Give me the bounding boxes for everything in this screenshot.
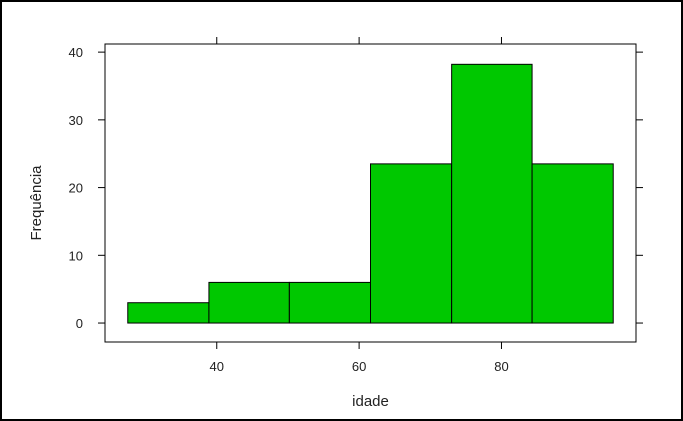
y-tick-label-20: 20 [69, 181, 83, 196]
y-axis-title: Frequência [28, 165, 45, 241]
y-tick-label-10: 10 [69, 248, 83, 263]
histogram-bar-2 [208, 281, 290, 324]
axis-tick-labels: 40 60 80 0 10 20 30 40 [69, 45, 509, 374]
histogram-bar-5 [451, 63, 533, 324]
histogram-bar-3 [288, 281, 371, 324]
plot-panel [104, 43, 637, 343]
y-tick-label-30: 30 [69, 113, 83, 128]
y-tick-label-0: 0 [76, 316, 83, 331]
x-axis-title: idade [352, 393, 389, 410]
axis-ticks [98, 37, 643, 349]
histogram-bar-1 [127, 302, 210, 324]
y-tick-label-40: 40 [69, 45, 83, 60]
x-tick-label-60: 60 [352, 359, 366, 374]
histogram-bar-4 [370, 163, 453, 324]
x-tick-label-80: 80 [494, 359, 508, 374]
histogram-bar-6 [531, 163, 614, 324]
bars-group [127, 63, 614, 324]
x-tick-label-40: 40 [210, 359, 224, 374]
